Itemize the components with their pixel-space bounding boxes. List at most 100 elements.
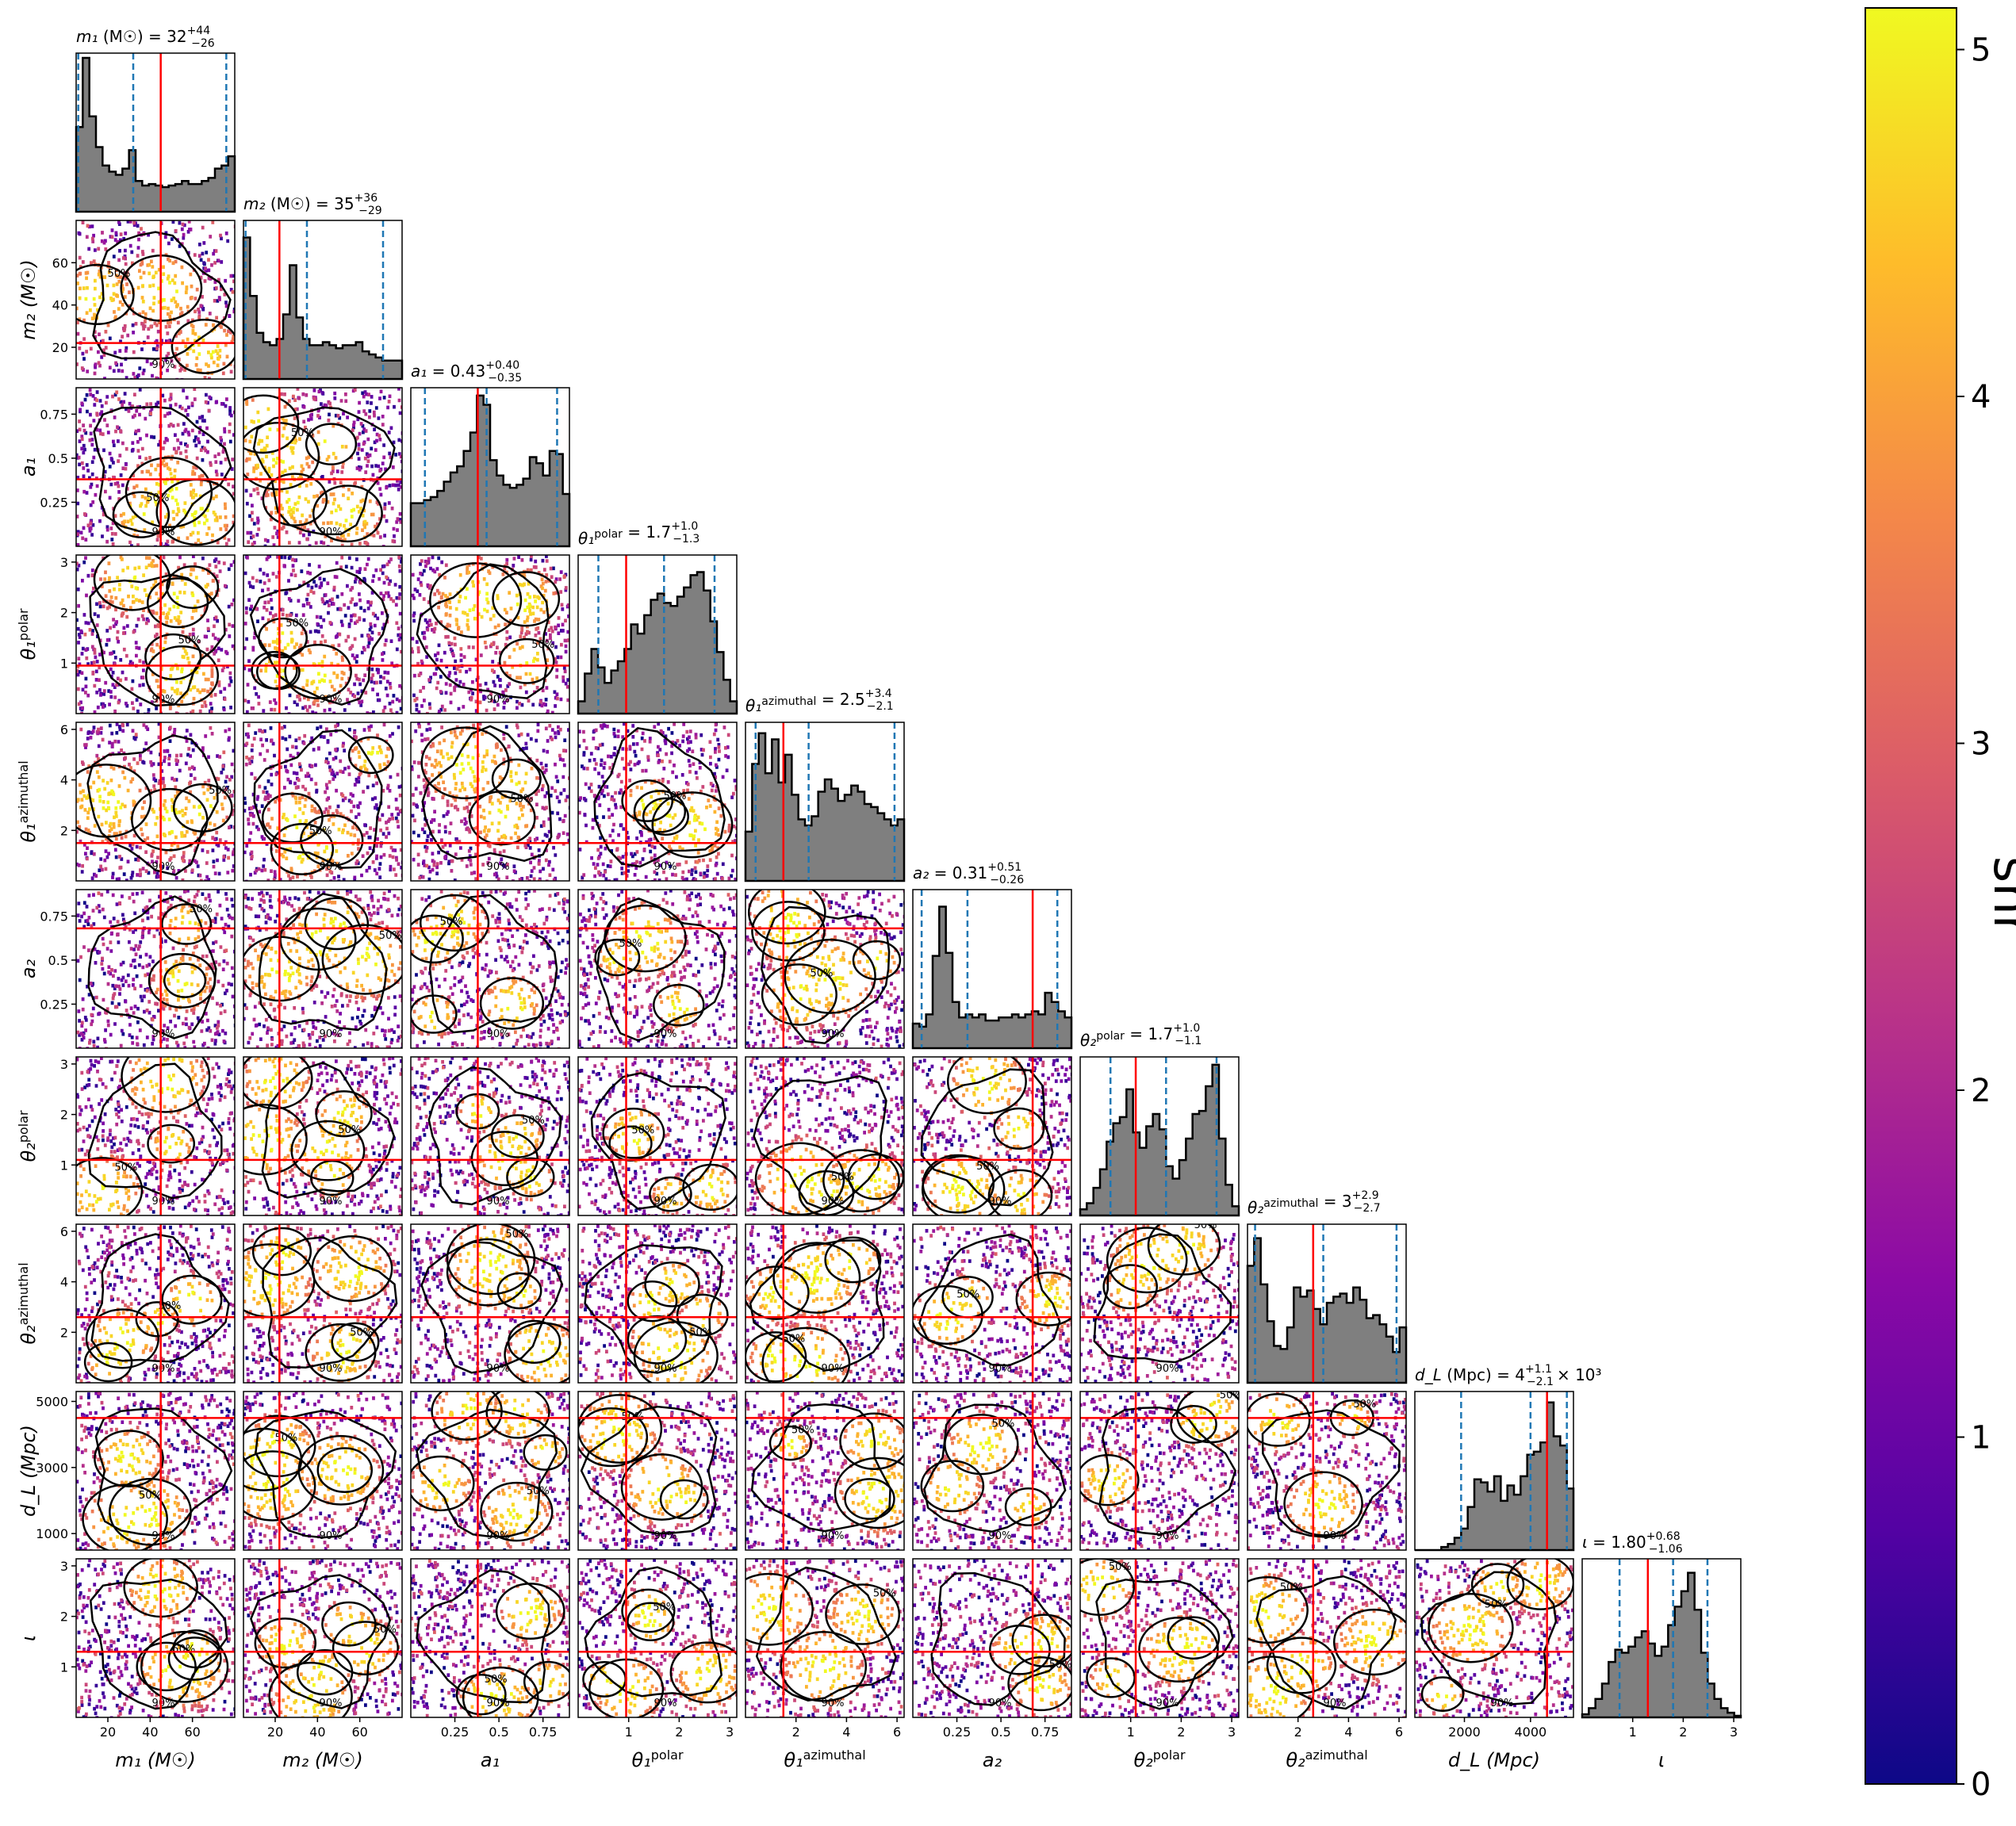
contour-90 (584, 1244, 723, 1374)
scatter-point-group (579, 1225, 737, 1377)
scatter-panel-a1-th1a: 50%90% (410, 722, 570, 882)
contours: 50%90% (920, 1403, 1067, 1542)
scatter-points (745, 1224, 904, 1383)
scatter-point-group (939, 1426, 1043, 1518)
colorbar-label: snr (1982, 856, 2016, 936)
contour-50 (621, 779, 674, 822)
histogram-bars (577, 571, 738, 715)
contour-90 (427, 1066, 562, 1206)
contour-90 (94, 1407, 233, 1537)
x-tick-label: 6 (1395, 1725, 1403, 1740)
panel-title: a₁ = 0.43+0.40 −0.35 (411, 359, 522, 385)
scatter-point-group (579, 890, 737, 1048)
scatter-point-group (78, 725, 235, 881)
histogram-bars (409, 394, 571, 548)
scatter-point-group (746, 890, 904, 1048)
scatter-point-group (745, 1570, 895, 1705)
scatter-point-group (745, 1225, 904, 1383)
scatter-panel-a1-th1p: 50%90% (410, 554, 570, 714)
contour-label-90: 90% (152, 1530, 175, 1542)
panel-frame (745, 889, 905, 1049)
contours: 50%90% (593, 726, 734, 873)
scatter-panel-th2p-th2a: 50% 90% (1079, 1223, 1240, 1384)
scatter-panel-m1-dL: 50% 90% 1000 3000 5000 d_L (Mpc) (17, 1391, 236, 1551)
contour-label-50: 50% (485, 1674, 508, 1686)
scatter-panel-m2-th1p: 50% 90% (243, 554, 403, 714)
contour-label-50: 50% (374, 1624, 397, 1636)
y-tick-label: 5000 (36, 1395, 68, 1410)
scatter-point-group (578, 1559, 736, 1713)
scatter-point-group (578, 729, 737, 881)
contour-50 (989, 1624, 1051, 1675)
contour-label-50: 50% (1220, 1390, 1243, 1402)
contour-90 (1420, 1571, 1558, 1705)
scatter-point-group (252, 894, 402, 1048)
panel-frame (912, 1056, 1072, 1216)
scatter-point-group (944, 1436, 1035, 1509)
contour-label-90: 90% (989, 1196, 1012, 1208)
contour-90 (420, 1241, 564, 1374)
y-axis-label-m2: m₂ (M☉) (17, 259, 40, 340)
contour-90 (416, 1569, 551, 1704)
contour-label-90: 90% (1156, 1363, 1179, 1375)
scatter-point-group (1415, 1566, 1573, 1714)
contour-50 (653, 983, 705, 1027)
contour-50 (492, 571, 561, 627)
panel-frame (75, 1391, 236, 1551)
contour-90 (421, 725, 553, 862)
contour-50 (578, 1394, 663, 1464)
scatter-points (913, 1559, 1071, 1717)
scatter-point-group (941, 1065, 1036, 1213)
contour-90 (93, 405, 232, 535)
contour-50 (642, 797, 689, 836)
contour-90 (87, 895, 217, 1039)
panel-title: ι = 1.80+0.68 −1.06 (1582, 1530, 1683, 1556)
scatter-point-group (640, 798, 707, 838)
x-tick-label: 2 (675, 1725, 683, 1740)
scatter-panel-a2-iota: 50% 90% 0.25 0.5 0.75 a₂ (912, 1558, 1072, 1771)
contour-50 (304, 897, 370, 951)
scatter-point-group (578, 890, 737, 1048)
contour-50 (251, 1227, 312, 1277)
x-tick-label: 60 (184, 1725, 200, 1740)
contour-90 (930, 1571, 1066, 1706)
scatter-points (411, 890, 569, 1048)
scatter-point-group (580, 1392, 735, 1550)
contour-50 (822, 1149, 900, 1213)
panel-title: m₂ (M☉) = 35+36 −29 (243, 192, 382, 217)
scatter-point-group (76, 1568, 235, 1717)
contour-50 (761, 1326, 851, 1383)
scatter-point-group (84, 279, 215, 357)
colorbar-tick-label: 5 (1971, 33, 1991, 69)
contour-label-90: 90% (487, 861, 510, 873)
scatter-point-group (78, 890, 234, 1048)
contour-50 (649, 1176, 692, 1212)
contour-label-90: 90% (822, 1028, 845, 1040)
contour-50 (144, 633, 202, 680)
scatter-point-group (77, 1575, 235, 1717)
histogram-bars (1246, 1237, 1408, 1384)
colorbar-tick-label: 0 (1971, 1767, 1991, 1803)
scatter-panel-m1-a2: 50%90% 0.25 0.5 0.75 a₂ (17, 889, 236, 1049)
scatter-point-group (100, 220, 235, 373)
scatter-point-group (171, 921, 192, 993)
contour-50 (1080, 1453, 1140, 1506)
contour-50 (243, 1057, 313, 1110)
y-tick-label: 2 (60, 823, 68, 838)
colorbar-tick-label: 3 (1971, 726, 1991, 763)
scatter-panel-th2a-iota: 50% 90% 2 4 6 θ₂azimuthal (1247, 1558, 1407, 1771)
contour-50 (262, 473, 328, 526)
scatter-points (1080, 1224, 1239, 1383)
x-tick-label: 3 (1228, 1725, 1236, 1740)
panel-frame (1079, 1223, 1240, 1384)
contours: 50%90% (82, 1407, 233, 1550)
y-tick-label: 6 (60, 722, 68, 737)
contour-90 (87, 1062, 223, 1200)
x-tick-label: 3 (726, 1725, 734, 1740)
contour-50 (1428, 1592, 1514, 1663)
contour-50 (834, 1457, 904, 1529)
panel-frame (410, 889, 570, 1049)
panel-frame (410, 554, 570, 714)
contour-label-50: 50% (379, 930, 402, 942)
panel-frame (577, 554, 738, 714)
